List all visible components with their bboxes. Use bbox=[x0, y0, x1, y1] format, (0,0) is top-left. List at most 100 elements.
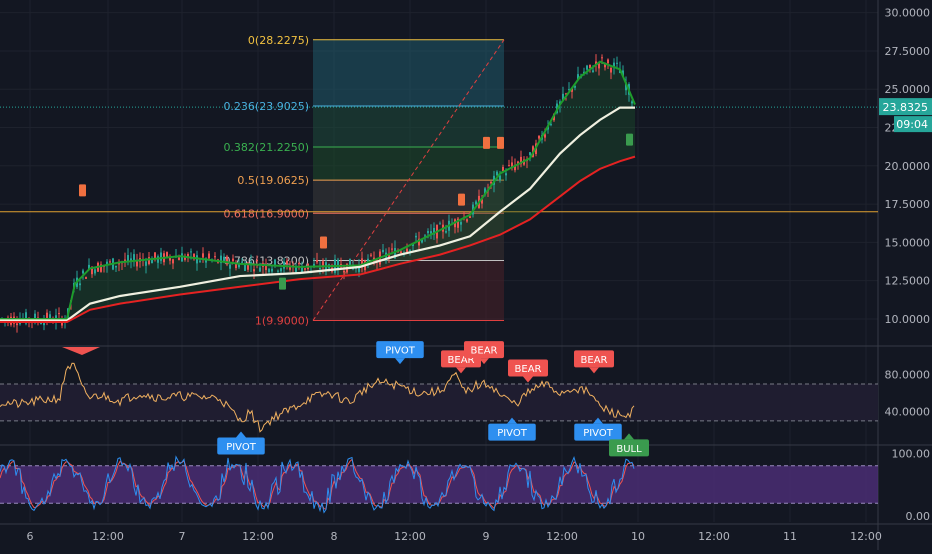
candle-body bbox=[544, 134, 546, 138]
candle-body bbox=[136, 261, 138, 267]
candle-body bbox=[49, 314, 51, 320]
candle-body bbox=[220, 255, 222, 264]
rsi-axis-label: 80.0000 bbox=[885, 369, 931, 382]
candle-body bbox=[394, 247, 396, 259]
candle-body bbox=[115, 265, 117, 268]
candle-body bbox=[88, 264, 90, 269]
candle-body bbox=[391, 248, 393, 250]
signal-label-box bbox=[488, 423, 536, 441]
candle-body bbox=[598, 63, 600, 69]
candle-body bbox=[613, 62, 615, 68]
candle-body bbox=[430, 231, 432, 234]
signal-label-text: PIVOT bbox=[226, 442, 257, 453]
candle-body bbox=[565, 93, 567, 95]
candle-body bbox=[508, 165, 510, 167]
candle-body bbox=[577, 74, 579, 80]
signal-label-text: BEAR bbox=[448, 355, 475, 366]
candle-body bbox=[445, 231, 447, 233]
candle-body bbox=[382, 249, 384, 253]
candle-body bbox=[118, 263, 120, 265]
candle-body bbox=[199, 260, 201, 262]
candle-body bbox=[460, 222, 462, 225]
candle-body bbox=[202, 253, 204, 258]
candle-body bbox=[604, 64, 606, 68]
fib-zone bbox=[313, 147, 504, 181]
candle-body bbox=[499, 175, 501, 181]
price-axis-label: 12.5000 bbox=[885, 275, 931, 288]
candle-body bbox=[40, 322, 42, 324]
signal-label-text: PIVOT bbox=[497, 428, 528, 439]
time-axis-label: 10 bbox=[631, 530, 645, 543]
candle-body bbox=[517, 161, 519, 164]
candle-body bbox=[361, 258, 363, 268]
candle-body bbox=[130, 258, 132, 262]
candle-body bbox=[502, 166, 504, 171]
candle-body bbox=[226, 256, 228, 265]
signal-label-box bbox=[574, 423, 622, 441]
price-axis-label: 20.0000 bbox=[885, 160, 931, 173]
fib-zone bbox=[313, 106, 504, 148]
candle-body bbox=[178, 257, 180, 261]
last-price-value: 23.8325 bbox=[883, 101, 929, 114]
candle-body bbox=[91, 268, 93, 275]
signal-label-text: PIVOT bbox=[385, 346, 416, 357]
candle-body bbox=[592, 70, 594, 73]
time-axis-label: 12:00 bbox=[546, 530, 578, 543]
fib-level-label: 0.382(21.2250) bbox=[223, 141, 309, 154]
fib-level-label: 0.5(19.0625) bbox=[237, 174, 309, 187]
time-axis-label: 9 bbox=[483, 530, 490, 543]
signal-label-box bbox=[217, 437, 265, 455]
candle-body bbox=[322, 261, 324, 268]
candle-body bbox=[538, 135, 540, 139]
candle-body bbox=[109, 261, 111, 263]
candle-body bbox=[370, 254, 372, 256]
stoch-d-line bbox=[0, 458, 635, 510]
price-axis-label: 25.0000 bbox=[885, 83, 931, 96]
candle-body bbox=[145, 261, 147, 266]
price-axis-label: 10.0000 bbox=[885, 313, 931, 326]
candle-body bbox=[235, 263, 237, 269]
sell-marker bbox=[458, 193, 465, 206]
candle-body bbox=[496, 171, 498, 176]
candle-body bbox=[490, 181, 492, 184]
candle-body bbox=[337, 259, 339, 270]
candle-body bbox=[253, 269, 255, 272]
candle-body bbox=[625, 82, 627, 91]
fib-level-label: 0(28.2275) bbox=[248, 34, 309, 47]
sell-marker bbox=[483, 136, 490, 149]
ma-line bbox=[0, 106, 635, 322]
candle-body bbox=[193, 253, 195, 260]
candle-body bbox=[367, 258, 369, 263]
signal-label-box bbox=[464, 341, 504, 359]
candle-body bbox=[16, 323, 18, 326]
last-price-badge bbox=[879, 98, 932, 116]
candle-body bbox=[466, 219, 468, 222]
signal-label-text: PIVOT bbox=[583, 428, 614, 439]
candle-body bbox=[424, 235, 426, 237]
candle-body bbox=[295, 266, 297, 273]
signal-label-box bbox=[609, 439, 649, 457]
candle-body bbox=[574, 85, 576, 88]
candle-body bbox=[187, 253, 189, 258]
candle-body bbox=[349, 258, 351, 269]
signal-label-pointer bbox=[236, 431, 246, 438]
price-axis-label: 17.5000 bbox=[885, 198, 931, 211]
fib-level-label: 0.236(23.9025) bbox=[223, 100, 309, 113]
ma-line bbox=[0, 155, 636, 324]
countdown-badge bbox=[894, 116, 932, 133]
candle-body bbox=[439, 223, 441, 225]
time-axis-label: 12:00 bbox=[394, 530, 426, 543]
candle-body bbox=[304, 268, 306, 270]
candle-body bbox=[241, 261, 243, 263]
stoch-axis-label: 100.00 bbox=[892, 447, 931, 460]
candle-body bbox=[610, 67, 612, 73]
sell-marker bbox=[79, 184, 86, 197]
candle-body bbox=[484, 188, 486, 196]
candle-body bbox=[124, 259, 126, 262]
candle-body bbox=[259, 267, 261, 272]
sell-marker bbox=[497, 136, 504, 149]
candle-body bbox=[622, 70, 624, 77]
candle-body bbox=[427, 230, 429, 234]
